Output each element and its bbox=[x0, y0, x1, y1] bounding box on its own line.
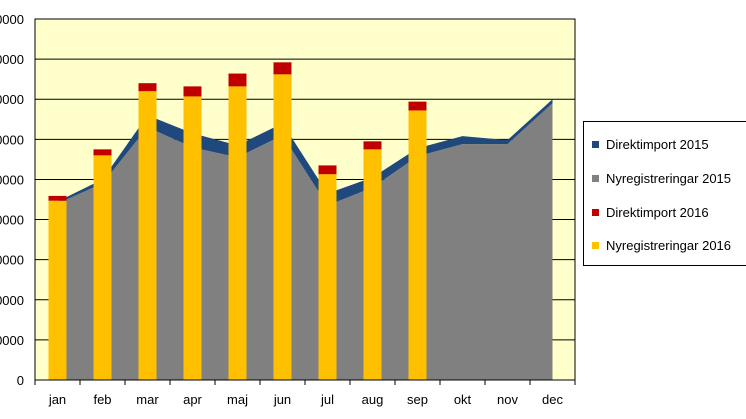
area-series bbox=[57, 99, 553, 380]
x-tick-label: nov bbox=[497, 392, 518, 407]
bar-direktimport-2016-aug bbox=[363, 141, 382, 150]
x-tick-label: aug bbox=[362, 392, 384, 407]
bar-direktimport-2016-apr bbox=[183, 86, 202, 97]
bar-nyregistreringar-2016-jun bbox=[273, 74, 292, 380]
x-tick-label: apr bbox=[183, 392, 202, 407]
bar-nyregistreringar-2016-sep bbox=[408, 110, 427, 380]
bar-nyregistreringar-2016-aug bbox=[363, 149, 382, 380]
bar-direktimport-2016-jun bbox=[273, 62, 292, 75]
plot-border bbox=[34, 18, 576, 381]
x-axis-labels: jan feb mar apr maj jun jul aug sep okt nov dec bbox=[48, 392, 564, 407]
legend-item-direktimport-2015: Direktimport 2015 bbox=[592, 136, 709, 152]
legend-swatch-nyregistreringar-2016 bbox=[592, 241, 599, 249]
legend-item-direktimport-2016: Direktimport 2016 bbox=[592, 204, 709, 220]
x-tick-label: sep bbox=[407, 392, 428, 407]
bar-direktimport-2016-jan bbox=[48, 195, 67, 201]
x-tick-label: okt bbox=[454, 392, 472, 407]
bar-nyregistreringar-2016-feb bbox=[93, 155, 112, 380]
bar-series bbox=[48, 62, 427, 381]
area-nyregistreringar-2015 bbox=[57, 103, 553, 380]
bar-direktimport-2016-feb bbox=[93, 149, 112, 156]
bar-nyregistreringar-2016-apr bbox=[183, 96, 202, 381]
legend-swatch-direktimport-2016 bbox=[592, 208, 599, 216]
legend-item-nyregistreringar-2016: Nyregistreringar 2016 bbox=[592, 237, 731, 253]
bar-nyregistreringar-2016-maj bbox=[228, 86, 247, 381]
legend-item-nyregistreringar-2015: Nyregistreringar 2015 bbox=[592, 170, 731, 186]
bar-direktimport-2016-mar bbox=[138, 83, 157, 92]
y-axis-labels: 0000000000000000000000000000000000000 bbox=[0, 12, 24, 388]
x-axis-ticks bbox=[34, 380, 576, 385]
legend-label: Direktimport 2015 bbox=[606, 136, 709, 152]
x-tick-label: maj bbox=[227, 392, 248, 407]
x-tick-label: feb bbox=[93, 392, 111, 407]
bar-direktimport-2016-sep bbox=[408, 101, 427, 111]
legend-label: Direktimport 2016 bbox=[606, 204, 709, 220]
legend-swatch-nyregistreringar-2015 bbox=[592, 174, 599, 182]
legend: Direktimport 2015 Nyregistreringar 2015 … bbox=[583, 121, 746, 266]
x-tick-label: dec bbox=[542, 392, 563, 407]
bar-nyregistreringar-2016-jan bbox=[48, 200, 67, 380]
bar-direktimport-2016-jul bbox=[318, 165, 337, 175]
x-tick-label: mar bbox=[136, 392, 159, 407]
y-tick-label: 0 bbox=[17, 373, 24, 388]
x-tick-label: jun bbox=[273, 392, 291, 407]
legend-label: Nyregistreringar 2015 bbox=[606, 170, 732, 186]
x-tick-label: jul bbox=[320, 392, 334, 407]
x-tick-label: jan bbox=[48, 392, 66, 407]
bar-direktimport-2016-maj bbox=[228, 73, 247, 87]
bar-nyregistreringar-2016-jul bbox=[318, 174, 337, 380]
legend-swatch-direktimport-2015 bbox=[592, 140, 599, 148]
bar-nyregistreringar-2016-mar bbox=[138, 91, 157, 380]
legend-label: Nyregistreringar 2016 bbox=[606, 237, 732, 253]
